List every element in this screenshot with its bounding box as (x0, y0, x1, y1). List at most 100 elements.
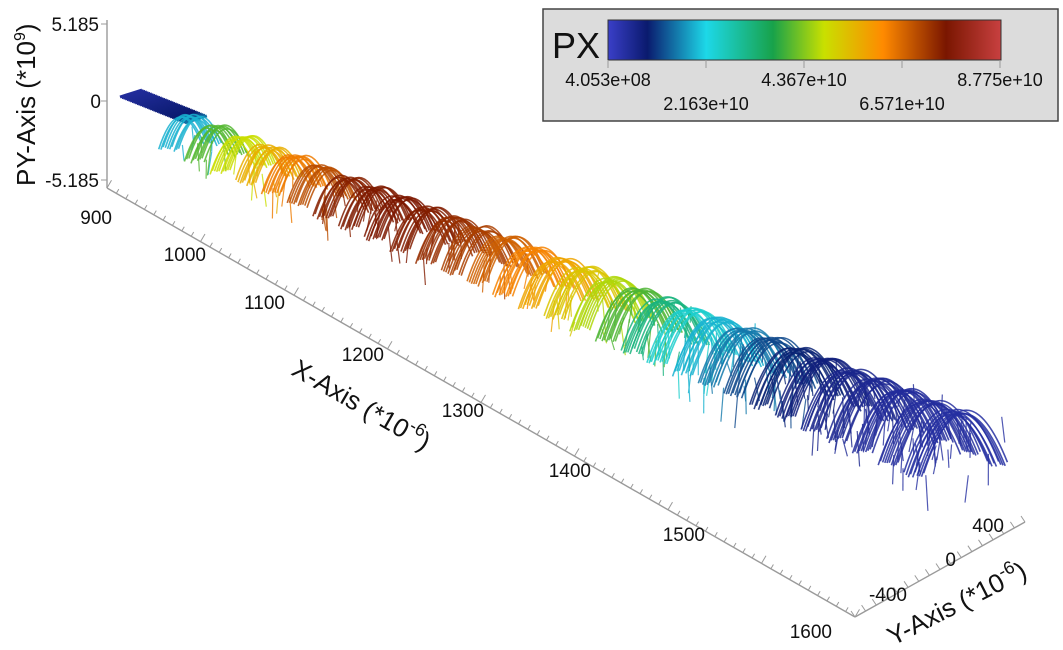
trajectory-strand (606, 300, 613, 328)
trajectory-strand (881, 399, 966, 463)
trajectory-strand (706, 329, 781, 386)
x-tick-mark (443, 376, 447, 382)
trajectory-strand (958, 416, 963, 444)
x-tick-label: 900 (80, 208, 112, 229)
trajectory-strand (659, 331, 662, 353)
x-tick-mark (564, 446, 569, 452)
x-tick-mark (798, 580, 802, 586)
x-tick-mark (359, 328, 363, 334)
trajectory-strand (168, 116, 214, 150)
trajectory-strand (834, 435, 839, 454)
x-tick-mark (433, 371, 438, 376)
trajectory-strand (834, 377, 916, 439)
trajectory-strand (687, 371, 692, 394)
x-tick-mark (452, 381, 456, 387)
trajectory-strand (734, 397, 738, 429)
x-tick-mark (256, 269, 260, 275)
trajectory-strand (362, 191, 369, 222)
trajectory-strand (908, 427, 915, 453)
x-tick-mark (200, 233, 206, 242)
trajectory-strand (394, 213, 400, 232)
x-tick-mark (583, 456, 587, 462)
y-tick-mark (861, 604, 867, 612)
trajectory-strand (241, 146, 291, 183)
trajectory-strand (842, 438, 848, 457)
y-tick-mark (1009, 521, 1015, 529)
x-tick-mark (274, 280, 279, 285)
colorbar-label: 8.775e+10 (957, 70, 1043, 90)
trajectory-strand (736, 370, 741, 398)
x-tick-mark (676, 510, 681, 516)
x-tick-mark (527, 424, 531, 430)
trajectory-strand (807, 367, 813, 401)
trajectory-strand (802, 371, 883, 432)
trajectory-strand (720, 387, 725, 422)
trajectory-strand (233, 151, 238, 175)
x-tick-mark (546, 435, 550, 441)
x-tick-mark (630, 483, 634, 489)
trajectory-strand (586, 278, 654, 329)
x-tick-label: 1200 (342, 345, 384, 366)
x-tick-mark (415, 360, 419, 366)
trajectory-strand (370, 199, 373, 215)
trajectory-strand (218, 136, 266, 172)
x-tick-mark (312, 301, 316, 307)
trajectory-strand (647, 326, 652, 358)
trajectory-strand (925, 475, 929, 511)
trajectory-strand (306, 169, 358, 209)
x-tick-mark (218, 247, 223, 253)
trajectory-strand (895, 402, 979, 466)
trajectory-strand (375, 209, 381, 240)
x-tick-mark (237, 258, 241, 264)
trajectory-strand (898, 431, 904, 462)
x-tick-mark (648, 494, 653, 500)
trajectory-strand (642, 335, 648, 357)
trajectory-strand (197, 143, 200, 172)
x-tick-mark (667, 501, 673, 511)
trajectory-strand (650, 305, 655, 326)
trajectory-strand (194, 124, 241, 160)
trajectory-strand (560, 270, 627, 320)
trajectory-strand (1001, 416, 1006, 443)
colorbar-label: 2.163e+10 (663, 94, 749, 114)
trajectory-strand (458, 230, 519, 275)
y-tick-mark (999, 527, 1005, 535)
trajectory-strand (863, 396, 866, 428)
trajectory-strand (353, 185, 408, 227)
x-tick-label: 1600 (790, 622, 832, 643)
y-tick-mark (978, 539, 983, 547)
x-tick-mark (321, 306, 325, 312)
x-tick-mark (611, 473, 615, 478)
trajectory-strand (340, 180, 346, 207)
x-tick-mark (845, 607, 849, 612)
py-tick-label: -5.185 (45, 171, 99, 192)
trajectory-strand (580, 275, 648, 327)
trajectory-strand (719, 347, 723, 365)
x-tick-mark (209, 242, 213, 248)
x-tick-mark (246, 263, 251, 269)
trajectory-strand (781, 364, 787, 385)
x-tick-mark (751, 553, 756, 559)
x-tick-mark (854, 609, 860, 618)
trajectory-strand (596, 287, 666, 339)
x-tick-mark (265, 274, 269, 280)
trajectory-strand (865, 397, 869, 421)
x-tick-mark (228, 253, 232, 258)
x-tick-label: 1100 (244, 293, 285, 314)
y-tick-mark (1020, 515, 1026, 523)
trajectory-strand (709, 365, 713, 394)
x-axis-title: X-Axis (*10-6) (287, 351, 438, 457)
trajectory-strand (395, 208, 453, 251)
x-tick-mark (620, 478, 625, 484)
trajectory-strand (688, 340, 692, 369)
trajectory-strand (304, 167, 356, 206)
x-tick-mark (424, 365, 428, 371)
trajectory-strand (423, 215, 483, 259)
trajectory-strand (271, 188, 274, 219)
trajectory-strand (507, 249, 571, 297)
y-minor-ticks (850, 515, 1026, 618)
y-tick-label: -400 (869, 585, 907, 606)
trajectory-strand (248, 146, 297, 183)
trajectory-strand (816, 411, 822, 435)
